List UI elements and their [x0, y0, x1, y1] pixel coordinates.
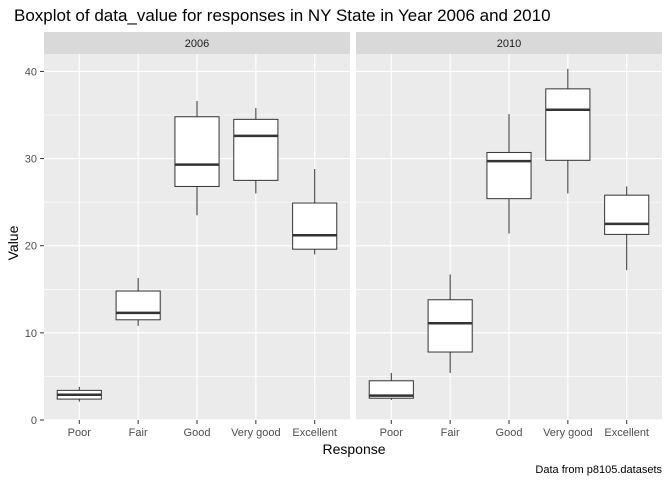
- y-axis-title: Value: [5, 225, 21, 260]
- box-iqr: [115, 290, 161, 321]
- box-2006-very-good: [233, 108, 279, 194]
- y-tick-label: 40: [25, 66, 37, 78]
- box-2006-fair: [115, 277, 161, 326]
- x-tick-label: Fair: [441, 427, 460, 439]
- box-2006-excellent: [292, 169, 338, 255]
- box-iqr: [292, 202, 338, 250]
- x-axis-title: Response: [322, 441, 385, 457]
- box-iqr: [545, 88, 591, 161]
- x-tick-label: Fair: [129, 427, 148, 439]
- facet-2006: 2006 Poor Fair Good Very good Excellent: [44, 32, 350, 439]
- box-iqr: [604, 194, 650, 235]
- box-iqr: [233, 118, 279, 181]
- facet-strip: [356, 32, 662, 54]
- box-iqr: [427, 299, 473, 353]
- box-2006-good: [174, 101, 220, 216]
- y-tick-label: 0: [31, 415, 37, 427]
- box-2010-very-good: [545, 68, 591, 194]
- box-2010-excellent: [604, 186, 650, 271]
- chart-caption: Data from p8105.datasets: [535, 464, 662, 476]
- box-2010-fair: [427, 274, 473, 373]
- facet-strip-label: 2010: [497, 38, 521, 50]
- y-tick-label: 30: [25, 154, 37, 166]
- x-tick-label: Good: [496, 427, 523, 439]
- facet-strip: [44, 32, 350, 54]
- box-2010-poor: [368, 372, 414, 400]
- box-2010-good: [486, 114, 532, 234]
- y-axis: 0 10 20 30 40: [25, 66, 44, 427]
- facet-strip-label: 2006: [185, 38, 209, 50]
- x-tick-label: Very good: [231, 427, 281, 439]
- x-tick-label: Good: [184, 427, 211, 439]
- facet-2010: 2010 Poor Fair Good Very good Excellent: [356, 32, 662, 439]
- box-2006-poor: [56, 386, 102, 402]
- y-tick-label: 10: [25, 328, 37, 340]
- x-tick-label: Excellent: [292, 427, 337, 439]
- box-iqr: [486, 151, 532, 200]
- box-iqr: [174, 116, 220, 187]
- chart-title: Boxplot of data_value for responses in N…: [14, 6, 551, 25]
- box-iqr: [368, 380, 414, 399]
- x-tick-label: Excellent: [604, 427, 649, 439]
- x-tick-label: Poor: [380, 427, 404, 439]
- x-tick-label: Very good: [543, 427, 593, 439]
- x-tick-label: Poor: [68, 427, 92, 439]
- y-tick-label: 20: [25, 241, 37, 253]
- facet-panels: 2006 Poor Fair Good Very good Excellent 2010 Po…: [44, 32, 662, 439]
